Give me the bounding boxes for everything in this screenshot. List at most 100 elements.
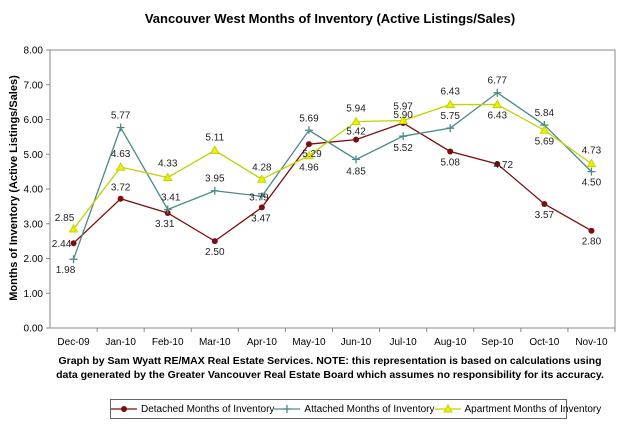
legend-item-attached: Attached Months of Inventory [274,403,435,415]
data-label-attached: 5.69 [299,113,319,124]
data-label-apartment: 5.11 [205,132,224,143]
y-tick-label: 6.00 [24,115,44,126]
point-apartment [586,158,597,168]
data-label-detached: 3.57 [535,210,555,221]
point-apartment [68,223,79,233]
data-label-attached: 5.77 [111,110,131,121]
point-detached [353,136,360,143]
point-apartment [398,115,408,125]
data-label-detached: 5.42 [346,127,366,138]
y-axis-label: Months of Inventory (Active Listings/Sal… [8,75,20,301]
point-attached [493,88,502,97]
data-label-detached: 3.72 [111,183,131,194]
legend-attached-marker [274,405,301,413]
x-tick-label: Jun-10 [341,337,372,348]
series-line-apartment [73,103,592,230]
point-detached [588,227,595,234]
data-label-apartment: 6.43 [440,87,460,98]
series-group [68,88,597,264]
data-label-apartment: 4.63 [111,149,131,160]
x-tick-label: Dec-09 [57,337,90,348]
series-line-detached [73,122,592,244]
data-label-apartment: 2.85 [55,213,75,224]
data-label-detached: 2.44 [52,239,72,250]
x-tick-label: Aug-10 [434,337,467,348]
x-tick-label: Mar-10 [199,337,231,348]
data-label-attached: 4.85 [346,166,366,177]
data-label-attached: 5.75 [440,111,460,122]
point-detached [70,240,77,247]
point-apartment [445,99,456,109]
data-label-detached: 5.29 [302,149,322,160]
point-attached [587,167,596,176]
data-label-apartment: 4.33 [158,159,178,170]
data-label-apartment: 4.28 [252,162,272,173]
x-tick-label: Feb-10 [152,337,184,348]
point-apartment [351,116,361,126]
y-tick-label: 1.00 [24,289,44,300]
data-label-detached: 5.90 [393,110,413,121]
data-label-detached: 3.47 [251,213,271,224]
data-label-detached: 5.08 [440,157,460,168]
data-label-detached: 2.80 [582,237,602,248]
legend-detached-marker [111,406,137,412]
legend-apartment-label: Apartment Months of Inventory [464,403,602,415]
data-labels-group: 2.44 3.72 3.31 2.50 3.47 5.29 5.42 5.90 5.08 4.72… [52,76,602,276]
x-axis-ticks: Dec-09 Jan-10 Feb-10 Mar-10 Apr-10 May-10 Jun-… [57,328,616,348]
point-attached [352,155,361,164]
data-label-apartment: 5.94 [346,104,366,115]
legend-attached-label: Attached Months of Inventory [304,403,435,415]
y-axis-ticks: 0.00 1.00 2.00 3.00 4.00 5.00 6.00 7.00 8.00 [24,46,50,335]
source-note-line-2: data generated by the Greater Vancouver … [56,369,604,381]
x-tick-label: Oct-10 [529,337,559,348]
data-label-detached: 4.72 [494,160,514,171]
point-attached [210,186,219,195]
point-apartment [115,162,126,171]
point-detached [494,160,501,167]
point-apartment [162,172,173,182]
data-label-attached: 3.95 [205,174,225,185]
legend-item-apartment: Apartment Months of Inventory [434,403,602,415]
point-apartment [539,125,550,134]
legend: Detached Months of Inventory Attached Mo… [110,399,601,419]
x-tick-label: Jul-10 [390,337,418,348]
data-label-attached: 5.52 [393,143,413,154]
point-detached [117,195,124,202]
point-detached [211,238,218,245]
x-tick-label: Nov-10 [575,337,608,348]
y-tick-label: 0.00 [24,324,44,335]
data-label-apartment: 4.73 [582,146,602,157]
x-tick-label: Sep-10 [481,337,514,348]
data-label-attached: 5.84 [535,108,555,119]
series-line-attached [72,91,592,260]
y-tick-label: 3.00 [24,219,44,230]
data-label-attached: 1.98 [56,265,76,276]
point-attached [116,123,125,132]
source-note-line-1: Graph by Sam Wyatt RE/MAX Real Estate Se… [58,355,602,367]
y-axis-label-group: Months of Inventory (Active Listings/Sal… [8,75,20,301]
plot-frame [49,49,616,329]
point-attached [399,132,408,141]
point-attached [304,126,313,135]
point-attached [446,124,455,133]
x-tick-label: Jan-10 [105,337,136,348]
data-label-apartment: 6.43 [488,111,508,122]
data-label-apartment: 5.69 [535,136,555,147]
y-tick-label: 7.00 [24,80,44,91]
point-detached [447,148,454,155]
legend-detached-label: Detached Months of Inventory [141,403,275,415]
point-apartment [492,99,503,109]
data-label-attached: 6.77 [488,76,508,87]
data-label-detached: 3.31 [155,219,175,230]
point-attached [163,205,172,214]
data-label-attached: 4.50 [582,178,602,189]
point-detached [541,200,548,207]
point-attached [257,192,266,201]
point-detached [305,141,312,148]
y-tick-label: 5.00 [24,150,44,161]
chart-title: Vancouver West Months of Inventory (Acti… [145,11,515,26]
point-apartment [304,150,314,160]
legend-item-detached: Detached Months of Inventory [111,404,274,415]
y-tick-label: 2.00 [24,254,44,265]
